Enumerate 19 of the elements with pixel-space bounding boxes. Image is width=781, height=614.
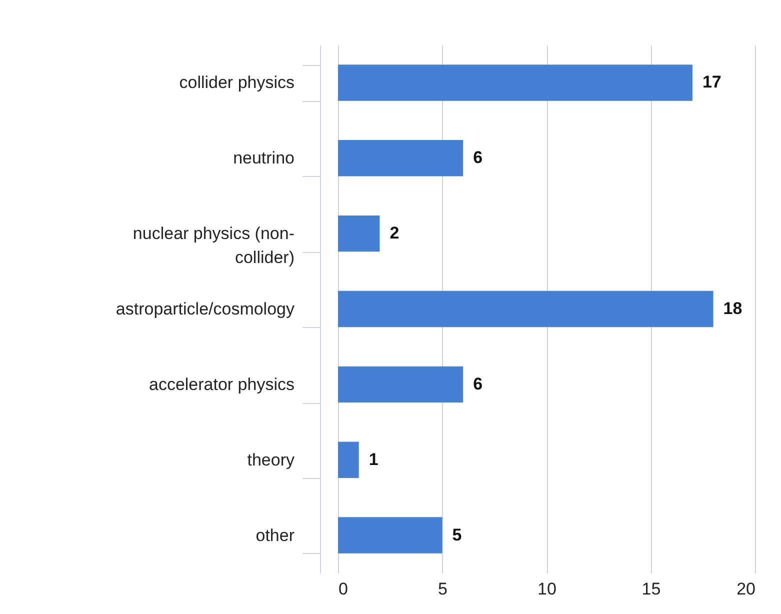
y-tick-label: theory bbox=[247, 450, 295, 470]
data-label: 6 bbox=[473, 374, 483, 394]
data-label: 6 bbox=[473, 148, 483, 168]
x-tick-label: 10 bbox=[538, 580, 556, 598]
x-tick-label: 5 bbox=[438, 580, 448, 598]
y-tick-label: accelerator physics bbox=[148, 374, 294, 394]
data-label: 18 bbox=[723, 299, 742, 318]
data-label: 17 bbox=[702, 72, 722, 92]
y-tick-label: neutrino bbox=[233, 148, 294, 168]
y-tick-label: collider physics bbox=[179, 73, 294, 92]
y-tick-label: nuclear physics (non-collider) bbox=[132, 224, 294, 268]
data-label: 5 bbox=[452, 525, 462, 544]
y-tick-label: other bbox=[256, 526, 295, 545]
x-tick-label: 15 bbox=[642, 580, 661, 598]
x-tick-label: 0 bbox=[338, 580, 348, 598]
y-tick-label: astroparticle/cosmology bbox=[116, 300, 295, 318]
data-label: 1 bbox=[368, 450, 378, 469]
data-label: 2 bbox=[390, 224, 400, 243]
x-tick-label: 20 bbox=[736, 580, 756, 598]
